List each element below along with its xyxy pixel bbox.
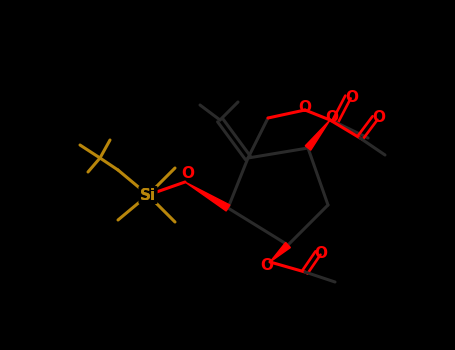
Polygon shape bbox=[305, 120, 330, 150]
Text: Si: Si bbox=[140, 188, 156, 203]
Text: O: O bbox=[314, 245, 328, 260]
Text: Si: Si bbox=[140, 188, 156, 203]
Text: O: O bbox=[182, 167, 194, 182]
Text: O: O bbox=[345, 90, 359, 105]
Text: O: O bbox=[325, 110, 339, 125]
Text: O: O bbox=[373, 111, 385, 126]
Text: O: O bbox=[298, 100, 312, 116]
Text: O: O bbox=[261, 258, 273, 273]
Polygon shape bbox=[270, 243, 290, 262]
Polygon shape bbox=[185, 182, 230, 211]
